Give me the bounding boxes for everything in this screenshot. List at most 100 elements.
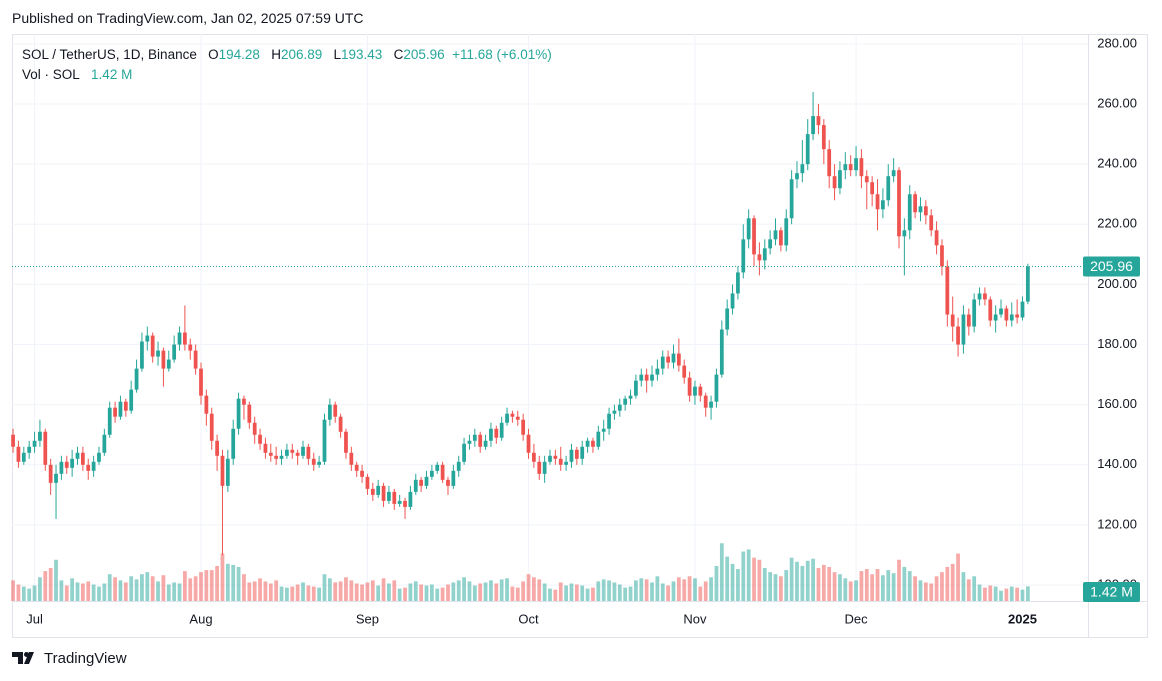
volume-bar xyxy=(623,587,628,601)
volume-value: 1.42 M xyxy=(91,67,133,82)
price-tag xyxy=(1083,256,1140,277)
candle-body xyxy=(456,461,461,471)
volume-bar xyxy=(54,559,58,601)
volume-bar xyxy=(118,580,123,601)
volume-bar xyxy=(446,584,450,601)
volume-bar xyxy=(258,578,262,601)
candle-body xyxy=(687,377,692,396)
candle-body xyxy=(344,431,348,453)
chart-frame xyxy=(12,34,1148,638)
volume-bar xyxy=(156,581,160,601)
volume-bar xyxy=(666,585,671,601)
candle-body xyxy=(655,368,660,375)
candle-body xyxy=(730,293,735,309)
candle-body xyxy=(317,461,322,465)
volume-bar xyxy=(757,559,762,601)
candle-body xyxy=(64,461,69,468)
volume-bar xyxy=(650,582,654,601)
candle-body xyxy=(569,449,574,462)
candle-body xyxy=(392,491,397,504)
candle-body xyxy=(510,413,515,417)
candle-body xyxy=(505,413,509,423)
volume-bar xyxy=(800,565,805,601)
candle-body xyxy=(709,401,713,408)
volume-bar xyxy=(601,579,606,601)
candle-body xyxy=(983,293,987,300)
volume-bar xyxy=(698,586,703,601)
candle-body xyxy=(376,485,381,495)
high-value: 206.89 xyxy=(280,47,323,62)
volume-bar xyxy=(333,582,338,601)
candle-body xyxy=(736,272,740,294)
candle-body xyxy=(778,230,783,246)
volume-bar xyxy=(907,571,912,601)
candle-body xyxy=(268,452,273,456)
candle-body xyxy=(1025,266,1030,302)
candle-body xyxy=(757,254,762,261)
candle-body xyxy=(322,419,327,462)
volume-bar xyxy=(923,582,928,601)
candle-body xyxy=(183,332,187,345)
candle-body xyxy=(80,452,85,465)
candle-body xyxy=(961,314,966,345)
volume-bar xyxy=(225,563,230,601)
volume-bar xyxy=(129,576,134,601)
volume-bar xyxy=(424,585,429,601)
volume-bar xyxy=(655,576,660,601)
candle-body xyxy=(86,464,91,471)
candle-body xyxy=(650,374,654,381)
ohlc-key: C xyxy=(393,47,404,62)
candle-body xyxy=(397,500,402,504)
candle-body xyxy=(768,239,773,249)
volume-bar xyxy=(354,583,359,601)
candle-body xyxy=(864,176,869,183)
candle-body xyxy=(773,230,778,240)
candle-body xyxy=(634,380,638,396)
candle-body xyxy=(558,458,563,465)
volume-bar xyxy=(451,582,456,601)
published-note: Published on TradingView.com, Jan 02, 20… xyxy=(12,10,364,26)
volume-bar xyxy=(381,578,386,601)
logo xyxy=(12,652,34,664)
candle-body xyxy=(242,398,246,405)
candle-body xyxy=(838,170,842,189)
y-tick-label: 280.00 xyxy=(1097,35,1137,50)
candle-body xyxy=(805,134,810,165)
candle-body xyxy=(714,374,719,402)
volume-bar xyxy=(988,585,993,601)
candle-body xyxy=(854,158,858,171)
volume-bar xyxy=(918,580,923,601)
candle-body xyxy=(204,395,209,414)
y-tick-label: 200.00 xyxy=(1097,276,1137,291)
candle-body xyxy=(676,353,681,366)
volume-bar xyxy=(902,566,907,601)
candle-body xyxy=(489,428,493,441)
candle-body xyxy=(902,230,907,237)
volume-bar xyxy=(687,576,692,601)
volume-bar xyxy=(945,566,950,601)
volume-bar xyxy=(97,586,101,601)
candle-body xyxy=(639,374,644,381)
volume-bar xyxy=(263,581,268,601)
volume-bar xyxy=(370,580,375,601)
volume-bar xyxy=(252,581,257,601)
candle-body xyxy=(311,458,316,465)
volume-bar xyxy=(86,581,91,601)
volume-bar xyxy=(526,574,531,601)
volume-bar xyxy=(934,576,939,601)
candle-body xyxy=(607,413,611,429)
volume-bar xyxy=(725,556,730,601)
volume-bar xyxy=(429,584,434,601)
volume-bar xyxy=(102,583,107,601)
candle-body xyxy=(113,407,117,417)
volume-bar xyxy=(489,580,493,601)
candle-body xyxy=(38,431,42,441)
volume-row: Vol · SOL 1.42 M xyxy=(22,65,552,85)
volume-tag xyxy=(1083,582,1140,602)
candle-body xyxy=(907,194,912,231)
candle-body xyxy=(526,434,531,453)
candle-body xyxy=(446,479,450,486)
candle-body xyxy=(816,116,821,126)
volume-bar xyxy=(483,582,488,601)
volume-bar xyxy=(913,576,917,601)
